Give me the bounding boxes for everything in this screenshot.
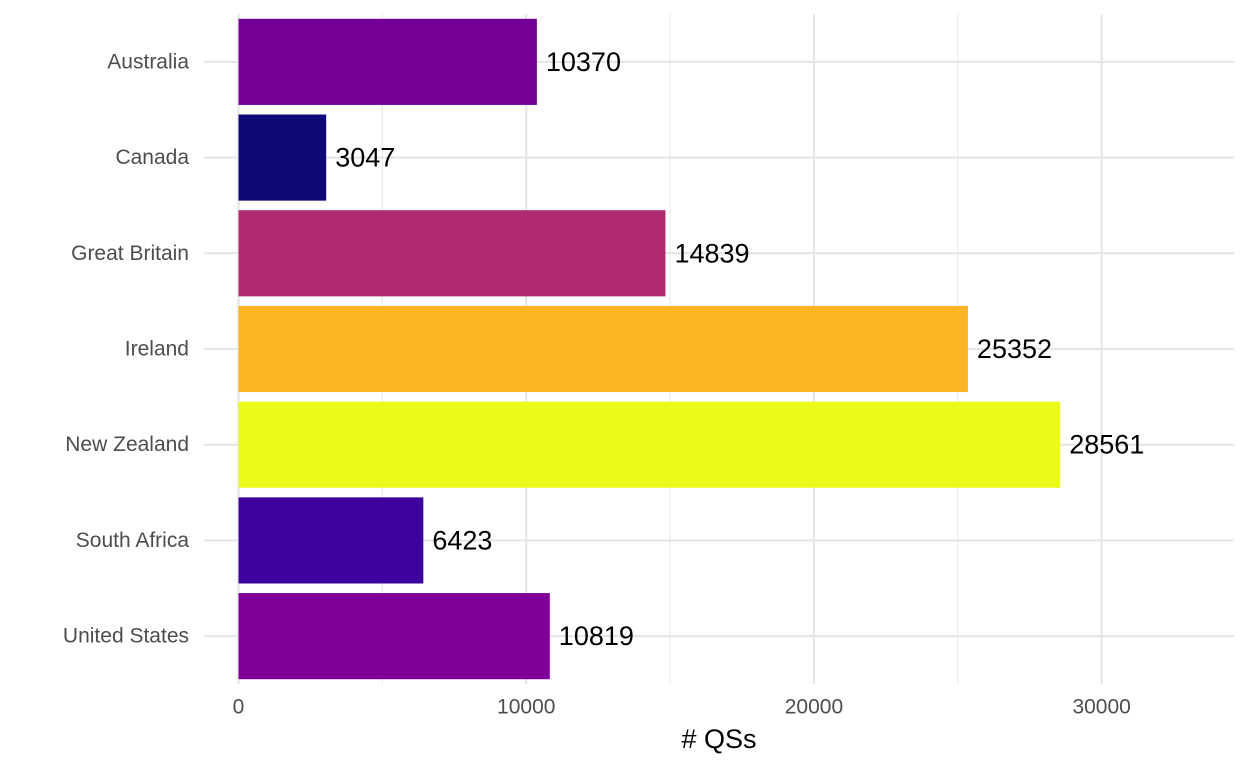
bar-value-label: 3047: [335, 143, 395, 173]
y-tick-label: Great Britain: [71, 242, 189, 265]
x-axis-tick-labels: 0 10000 20000 30000: [233, 696, 1131, 719]
bar: [238, 114, 327, 201]
bar-value-label: 10370: [546, 47, 621, 77]
bar: [238, 593, 550, 680]
bar: [238, 401, 1061, 488]
bar-value-label: 10819: [559, 621, 634, 651]
bar: [238, 210, 666, 297]
x-tick-label: 20000: [785, 696, 843, 719]
bar: [238, 497, 424, 584]
y-tick-label: Ireland: [125, 338, 189, 361]
x-tick-label: 10000: [497, 696, 555, 719]
bar-value-label: 14839: [674, 238, 749, 268]
bar: [238, 18, 537, 105]
y-tick-label: South Africa: [76, 529, 190, 552]
y-axis-tick-labels: Australia Canada Great Britain Ireland New Z…: [63, 50, 189, 647]
y-tick-label: New Zealand: [65, 433, 189, 456]
bars: [238, 18, 1061, 680]
bar-value-label: 28561: [1069, 430, 1144, 460]
x-tick-label: 0: [233, 696, 245, 719]
y-tick-label: Canada: [115, 146, 189, 169]
bar-value-label: 6423: [432, 525, 492, 555]
x-tick-label: 30000: [1072, 696, 1130, 719]
x-axis-title: # QSs: [681, 724, 756, 754]
data-labels: 10370 3047 14839 25352 28561 6423 10819: [335, 47, 1144, 651]
bar: [238, 305, 968, 393]
y-tick-label: Australia: [107, 50, 189, 73]
y-tick-label: United States: [63, 625, 189, 648]
bar-value-label: 25352: [977, 334, 1052, 364]
